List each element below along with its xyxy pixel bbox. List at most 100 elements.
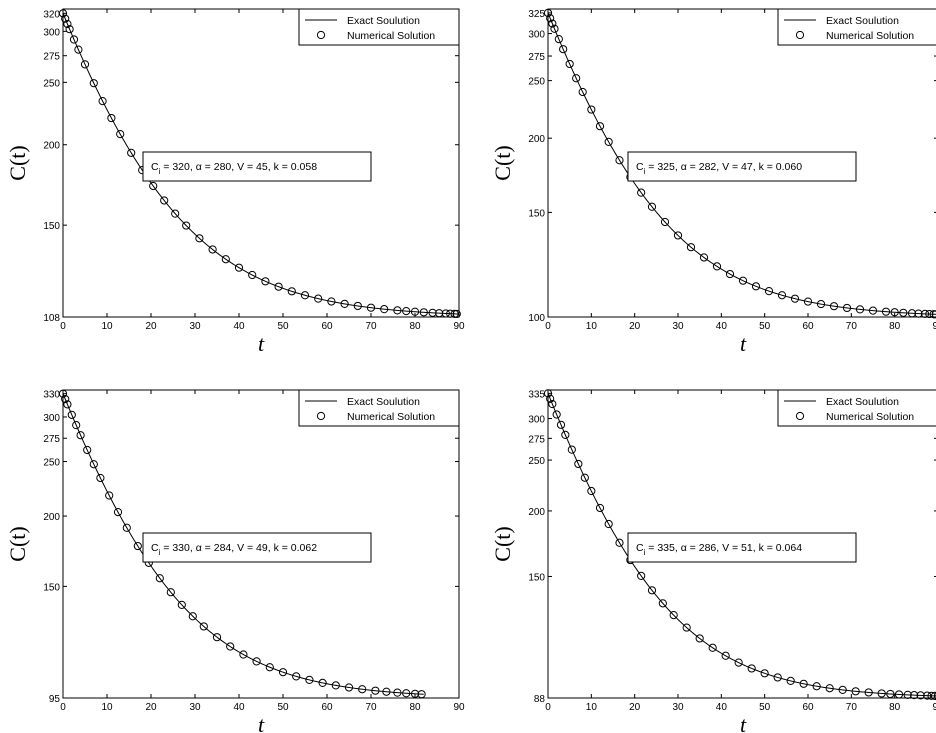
numerical-solution-point <box>829 302 839 311</box>
y-tick-label: 200 <box>43 141 60 152</box>
x-axis-title: t <box>258 331 265 356</box>
x-tick-label: 10 <box>101 702 113 713</box>
numerical-solution-point <box>441 309 450 318</box>
y-tick-label: 88 <box>534 694 546 705</box>
chart-2: 0 10 20 30 40 50 60 70 80 90 100 150 200 250 275 300 325… <box>490 8 936 356</box>
legend-label-numerical: Numerical Solution <box>347 411 435 423</box>
numerical-solution-point <box>435 309 444 318</box>
numerical-solution-point <box>587 486 596 496</box>
numerical-solution-point <box>543 389 553 398</box>
numerical-solution-point <box>812 682 821 691</box>
numerical-solution-point <box>929 310 936 319</box>
numerical-solution-point <box>669 611 678 620</box>
numerical-solution-point <box>63 400 72 409</box>
numerical-solution-point <box>149 181 158 191</box>
axes-frame <box>62 389 460 699</box>
x-tick-label: 90 <box>453 321 465 332</box>
x-tick-label: 50 <box>759 321 771 332</box>
numerical-solution-point <box>419 308 428 317</box>
numerical-solution-point <box>450 309 459 318</box>
numerical-solution-point <box>428 308 437 317</box>
x-tick-label: 70 <box>365 702 377 713</box>
x-tick-label: 20 <box>629 702 641 713</box>
numerical-solution-point <box>58 389 68 398</box>
numerical-solution-point <box>67 410 76 419</box>
numerical-solution-point <box>83 445 92 455</box>
legend-label-exact: Exact Soulution <box>826 15 899 27</box>
y-tick-label: 330 <box>43 390 60 401</box>
x-axis-title: t <box>740 712 747 733</box>
numerical-solution-point <box>446 309 455 318</box>
numerical-solution-point <box>764 287 774 296</box>
numerical-solution-point <box>221 255 230 264</box>
legend-marker-sample <box>316 411 326 421</box>
numerical-solution-point <box>658 599 667 608</box>
numerical-solution-point <box>188 612 197 621</box>
numerical-solution-point <box>543 8 553 18</box>
x-tick-label: 0 <box>60 702 66 713</box>
numerical-solution-point <box>890 308 899 317</box>
numerical-solution-point <box>402 307 411 316</box>
numerical-solution-point <box>682 623 691 632</box>
numerical-solution-point <box>358 685 367 694</box>
y-tick-label: 150 <box>43 582 60 593</box>
numerical-solution-point <box>877 689 886 698</box>
exact-solution-line <box>548 393 936 697</box>
numerical-solution-point <box>615 156 624 165</box>
numerical-solution-point <box>930 691 936 701</box>
numerical-solution-point <box>292 672 301 681</box>
y-tick-label: 300 <box>43 413 60 424</box>
x-tick-label: 10 <box>586 321 598 332</box>
x-tick-label: 30 <box>189 702 201 713</box>
legend-label-numerical: Numerical Solution <box>826 30 914 42</box>
numerical-solution-point <box>864 688 873 697</box>
numerical-solution-point <box>69 35 79 44</box>
numerical-solution-point <box>927 691 936 700</box>
numerical-solution-point <box>371 686 380 695</box>
chart-4: 0 10 20 30 40 50 60 70 80 90 88 150 200 250 275 300 335 t… <box>490 389 936 733</box>
y-tick-label: 275 <box>43 52 60 63</box>
x-axis-title: t <box>258 712 265 733</box>
legend-label-numerical: Numerical Solution <box>826 411 914 423</box>
numerical-solution-point <box>327 297 336 306</box>
numerical-solution-point <box>116 130 125 139</box>
axes-frame <box>62 8 460 318</box>
numerical-solution-point <box>344 683 354 692</box>
numerical-solution-point <box>74 45 83 54</box>
numerical-solution-point <box>914 309 923 318</box>
numerical-solution-point <box>199 622 208 631</box>
numerical-solution-point <box>933 692 936 700</box>
numerical-solution-point <box>673 231 683 240</box>
y-tick-label: 200 <box>528 507 545 518</box>
x-tick-label: 70 <box>365 321 377 332</box>
numerical-solution-point <box>239 650 248 659</box>
numerical-solution-point <box>331 681 340 690</box>
numerical-solution-point <box>903 690 912 699</box>
parameter-annotation: Ci = 320, α = 280, V = 45, k = 0.058 <box>151 161 317 176</box>
x-tick-label: 0 <box>60 321 66 332</box>
numerical-solution-point <box>574 459 583 469</box>
y-tick-label: 325 <box>528 9 545 20</box>
x-tick-label: 30 <box>189 321 201 332</box>
numerical-solution-point <box>851 687 860 696</box>
x-tick-label: 60 <box>802 702 814 713</box>
numerical-solution-point <box>825 684 834 693</box>
numerical-solution-point <box>916 691 925 700</box>
numerical-solution-point <box>160 196 169 205</box>
numerical-solution-point <box>881 307 891 316</box>
numerical-solution-point <box>925 309 934 319</box>
x-tick-label: 50 <box>759 702 771 713</box>
numerical-solution-point <box>393 306 402 315</box>
numerical-solution-point <box>734 658 743 667</box>
numerical-solution-point <box>98 96 107 106</box>
y-axis-title: C(t) <box>490 145 515 180</box>
numerical-solution-point <box>305 675 314 685</box>
y-tick-label: 150 <box>528 572 545 583</box>
numerical-solution-point <box>72 421 81 430</box>
y-axis-title: C(t) <box>5 145 30 180</box>
numerical-solution-point <box>318 678 327 687</box>
numerical-solution-point <box>554 34 563 44</box>
numerical-solution-point <box>182 221 191 230</box>
numerical-solution-point <box>65 25 74 34</box>
